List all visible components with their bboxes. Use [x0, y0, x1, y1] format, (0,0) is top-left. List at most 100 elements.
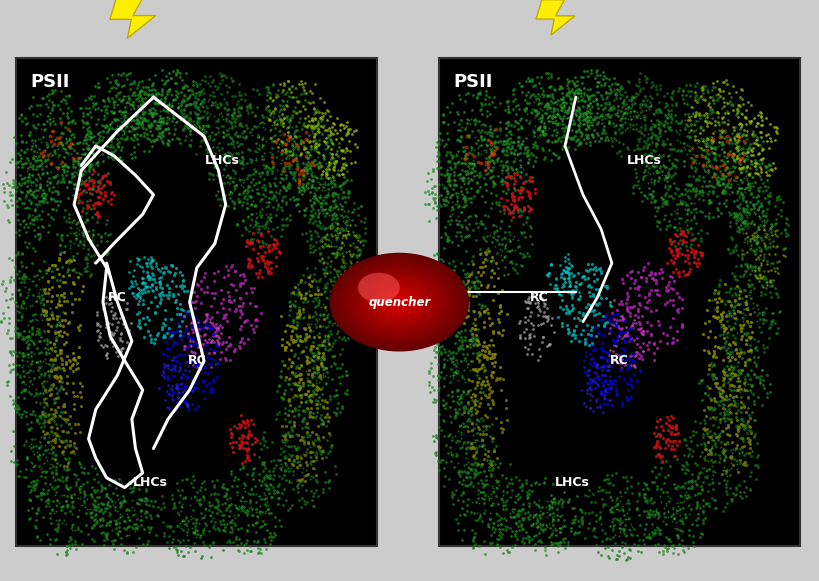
Point [296, 417, 310, 426]
Point [736, 238, 749, 247]
Point [310, 194, 323, 203]
Point [174, 524, 188, 533]
Point [513, 333, 526, 343]
Point [114, 335, 127, 345]
Point [467, 532, 480, 541]
Point [112, 522, 125, 532]
Point [294, 89, 307, 98]
Point [500, 143, 514, 152]
Point [460, 363, 473, 372]
Point [160, 360, 173, 369]
Point [705, 470, 718, 479]
Point [37, 222, 50, 231]
Point [270, 239, 283, 248]
Point [707, 171, 720, 181]
Point [699, 85, 713, 95]
Point [29, 281, 43, 290]
Point [100, 142, 113, 151]
Point [431, 150, 444, 160]
Point [688, 183, 701, 192]
Point [473, 121, 486, 130]
Point [747, 219, 760, 228]
Point [48, 524, 61, 533]
Point [301, 376, 314, 386]
Point [320, 310, 333, 320]
Point [640, 160, 653, 169]
Point [167, 500, 180, 510]
Point [299, 342, 312, 352]
Point [292, 170, 305, 179]
Point [734, 448, 747, 457]
Point [74, 485, 87, 494]
Point [628, 284, 641, 293]
Point [465, 336, 478, 346]
Point [20, 120, 33, 129]
Point [337, 216, 350, 225]
Point [259, 484, 272, 493]
Point [159, 124, 172, 134]
Point [128, 105, 141, 114]
Point [315, 389, 328, 399]
Point [52, 386, 66, 395]
Point [102, 480, 115, 489]
Point [479, 249, 492, 258]
Point [232, 501, 245, 511]
Point [438, 320, 451, 329]
Point [87, 137, 100, 146]
Point [228, 203, 241, 213]
Point [12, 231, 25, 240]
Point [90, 198, 103, 207]
Point [726, 164, 740, 173]
Point [211, 194, 224, 203]
Point [709, 156, 722, 165]
Point [183, 92, 196, 102]
Point [293, 289, 306, 299]
Point [732, 376, 745, 386]
Point [99, 489, 112, 498]
Point [21, 172, 34, 181]
Point [296, 377, 309, 386]
Point [260, 501, 273, 510]
Point [427, 259, 440, 268]
Point [177, 397, 190, 407]
Point [27, 147, 40, 156]
Point [307, 440, 320, 449]
Point [743, 451, 756, 461]
Point [233, 139, 247, 149]
Point [273, 131, 286, 140]
Point [473, 127, 486, 137]
Point [266, 475, 279, 484]
Point [148, 106, 161, 115]
Point [660, 88, 673, 98]
Point [442, 220, 455, 229]
Point [284, 150, 297, 159]
Point [718, 336, 731, 346]
Point [607, 74, 620, 83]
Point [439, 196, 452, 205]
Point [750, 140, 763, 149]
Point [52, 311, 66, 321]
Point [199, 144, 212, 153]
Point [307, 120, 320, 130]
Point [481, 281, 494, 290]
Point [706, 96, 719, 105]
Point [496, 374, 509, 383]
Point [541, 340, 554, 350]
Point [734, 493, 747, 503]
Point [174, 349, 187, 358]
Point [564, 95, 577, 104]
Point [734, 322, 747, 332]
Point [632, 127, 645, 136]
Point [476, 267, 489, 277]
Point [46, 141, 59, 150]
Point [23, 495, 36, 504]
Point [582, 98, 595, 107]
Point [762, 223, 776, 232]
Point [739, 423, 752, 432]
Point [627, 302, 640, 311]
Point [737, 207, 750, 217]
Point [468, 335, 482, 345]
Point [113, 120, 126, 130]
Point [735, 154, 748, 163]
Point [475, 110, 488, 119]
